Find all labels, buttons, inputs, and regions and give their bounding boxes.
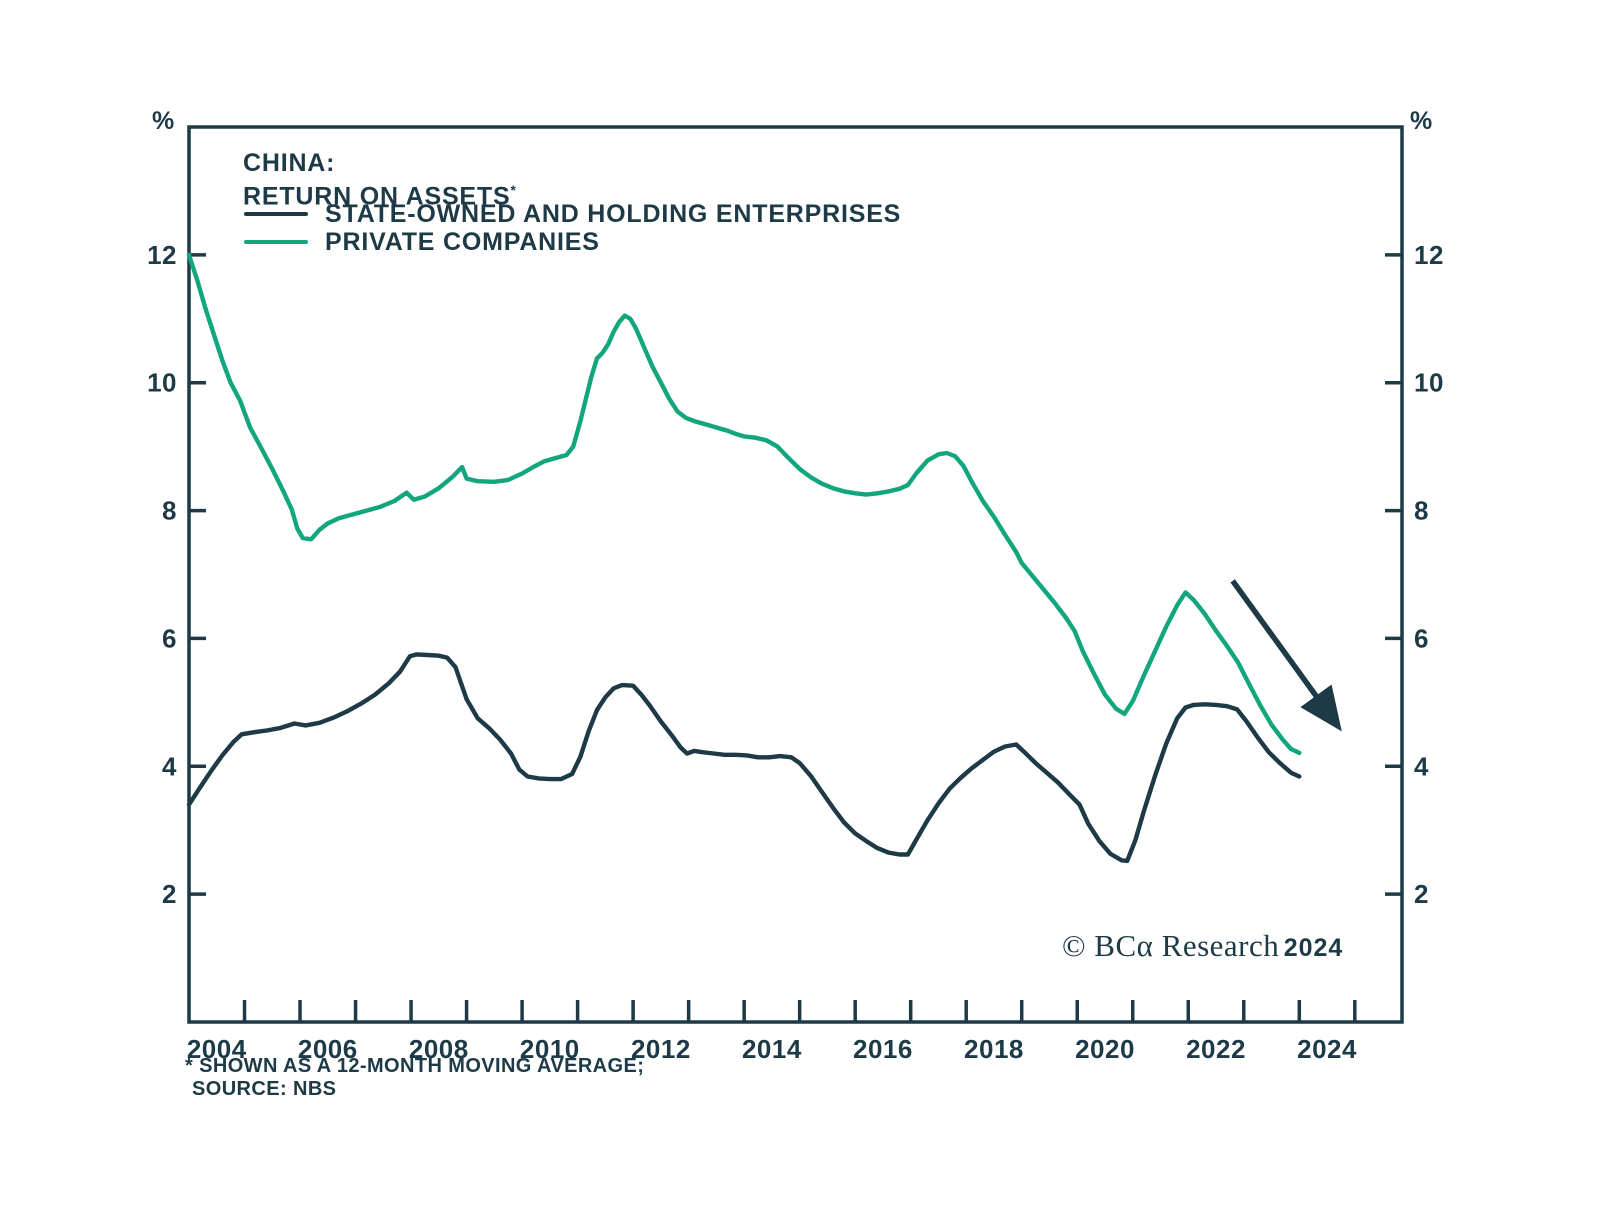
footnote-line2: SOURCE: NBS bbox=[192, 1078, 337, 1100]
x-axis-label: 2008 bbox=[409, 1034, 469, 1064]
percent-label-right: % bbox=[1410, 107, 1433, 135]
legend-label-state-owned: STATE-OWNED AND HOLDING ENTERPRISES bbox=[325, 199, 902, 228]
plot-border bbox=[187, 125, 1404, 1024]
y-axis-label-left: 8 bbox=[162, 496, 177, 526]
copyright: © BCα Research 2024 bbox=[1062, 928, 1343, 964]
y-axis-label-left: 2 bbox=[162, 879, 177, 909]
y-axis-label-right: 12 bbox=[1414, 240, 1444, 270]
y-axis-label-right: 10 bbox=[1414, 368, 1444, 398]
x-axis-label: 2020 bbox=[1075, 1034, 1135, 1064]
x-axis-label: 2018 bbox=[964, 1034, 1024, 1064]
chart-title-line2: RETURN ON ASSETS* bbox=[243, 182, 517, 211]
x-axis-label: 2024 bbox=[1297, 1034, 1357, 1064]
x-axis-label: 2022 bbox=[1186, 1034, 1246, 1064]
chart-title: CHINA: RETURN ON ASSETS* bbox=[243, 149, 517, 210]
series-line-private bbox=[186, 252, 1302, 756]
legend-swatch-private bbox=[244, 240, 308, 244]
x-axis-label: 2012 bbox=[631, 1034, 691, 1064]
x-axis-label: 2004 bbox=[187, 1034, 247, 1064]
y-axis-label-right: 4 bbox=[1414, 751, 1429, 781]
legend-item-private: PRIVATE COMPANIES bbox=[244, 228, 901, 256]
chart-title-line1: CHINA: bbox=[243, 149, 336, 177]
legend: STATE-OWNED AND HOLDING ENTERPRISES PRIV… bbox=[244, 200, 901, 256]
y-axis-label-left: 4 bbox=[162, 751, 177, 781]
y-axis-label-right: 2 bbox=[1414, 879, 1429, 909]
footnote-line1: * SHOWN AS A 12-MONTH MOVING AVERAGE; bbox=[185, 1055, 645, 1077]
x-axis-label: 2006 bbox=[298, 1034, 358, 1064]
y-axis-label-left: 6 bbox=[162, 623, 177, 653]
downtrend-arrow bbox=[1230, 579, 1342, 732]
footnote: * SHOWN AS A 12-MONTH MOVING AVERAGE; SO… bbox=[185, 1055, 644, 1101]
x-axis-label: 2014 bbox=[742, 1034, 802, 1064]
x-axis-label: 2016 bbox=[853, 1034, 913, 1064]
y-axis-label-left: 12 bbox=[147, 240, 177, 270]
legend-label-private: PRIVATE COMPANIES bbox=[325, 227, 600, 256]
footnote-marker: * bbox=[510, 183, 517, 198]
y-axis-label-right: 6 bbox=[1414, 623, 1429, 653]
legend-item-state-owned: STATE-OWNED AND HOLDING ENTERPRISES bbox=[244, 200, 901, 228]
percent-label-left: % bbox=[152, 107, 175, 135]
copyright-text: © BCα Research bbox=[1062, 928, 1280, 963]
series-line-state-owned bbox=[186, 652, 1302, 864]
y-axis-label-left: 10 bbox=[147, 368, 177, 398]
copyright-year: 2024 bbox=[1283, 934, 1344, 962]
y-axis-label-right: 8 bbox=[1414, 496, 1429, 526]
legend-swatch-state-owned bbox=[244, 212, 308, 216]
x-axis-label: 2010 bbox=[520, 1034, 580, 1064]
